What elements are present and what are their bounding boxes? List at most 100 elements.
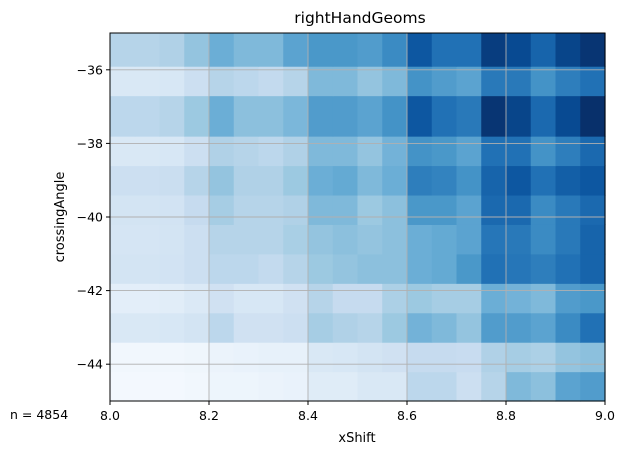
heatmap-cell	[308, 312, 334, 343]
heatmap-cell	[184, 66, 210, 97]
heatmap-cell	[580, 136, 606, 167]
heatmap-cell	[431, 312, 458, 343]
heatmap-cell	[258, 165, 284, 196]
heatmap-cell	[456, 342, 482, 373]
heatmap-cell	[209, 224, 235, 255]
heatmap-cell	[134, 371, 161, 402]
heatmap-cell	[110, 253, 136, 284]
heatmap-cell	[209, 136, 235, 167]
heatmap-cell	[110, 194, 136, 225]
heatmap-cell	[233, 342, 260, 373]
heatmap-cell	[431, 253, 458, 284]
heatmap-cell	[134, 283, 161, 314]
heatmap-cell	[555, 33, 581, 67]
heatmap-cell	[407, 66, 433, 97]
y-tick-label: −36	[77, 62, 103, 77]
x-tick-label: 8.4	[298, 408, 318, 423]
heatmap-cell	[456, 371, 482, 402]
heatmap-cell	[580, 194, 606, 225]
heatmap-cell	[431, 165, 458, 196]
heatmap-cell	[382, 371, 408, 402]
heatmap-cell	[332, 371, 359, 402]
heatmap-cell	[382, 224, 408, 255]
heatmap-cell	[283, 283, 309, 314]
heatmap-cell	[506, 371, 532, 402]
heatmap-cell	[308, 194, 334, 225]
heatmap-cell	[555, 95, 581, 137]
heatmap-cell	[184, 165, 210, 196]
heatmap-cell	[332, 165, 359, 196]
heatmap-cell	[456, 194, 482, 225]
heatmap-cell	[431, 136, 458, 167]
heatmap-cell	[184, 95, 210, 137]
heatmap-cell	[357, 95, 383, 137]
x-axis-label: xShift	[338, 431, 375, 446]
heatmap-cell	[580, 95, 606, 137]
heatmap-cell	[580, 66, 606, 97]
heatmap-cell	[456, 224, 482, 255]
heatmap-cell	[431, 342, 458, 373]
heatmap-cell	[580, 342, 606, 373]
heatmap-cell	[308, 342, 334, 373]
chart-title: rightHandGeoms	[294, 9, 425, 27]
heatmap-cell	[184, 283, 210, 314]
heatmap-cell	[308, 33, 334, 67]
heatmap-cell	[481, 194, 507, 225]
heatmap-cell	[580, 253, 606, 284]
heatmap-cell	[481, 136, 507, 167]
heatmap-cell	[481, 283, 507, 314]
heatmap-cell	[506, 283, 532, 314]
heatmap-cell	[332, 194, 359, 225]
heatmap-cell	[506, 33, 532, 67]
heatmap-cell	[233, 95, 260, 137]
heatmap-cell	[209, 33, 235, 67]
heatmap-cell	[159, 283, 185, 314]
x-tick-label: 8.6	[397, 408, 417, 423]
heatmap-cell	[555, 224, 581, 255]
heatmap-cell	[555, 136, 581, 167]
heatmap-cell	[283, 95, 309, 137]
heatmap-cell	[530, 253, 557, 284]
heatmap-cell	[258, 312, 284, 343]
x-tick-label: 9.0	[595, 408, 615, 423]
heatmap-cell	[258, 342, 284, 373]
heatmap-cell	[382, 165, 408, 196]
heatmap-cell	[506, 312, 532, 343]
heatmap-cell	[134, 136, 161, 167]
heatmap-cell	[555, 342, 581, 373]
heatmap-cell	[407, 194, 433, 225]
heatmap-cell	[530, 95, 557, 137]
heatmap-cell	[159, 224, 185, 255]
heatmap-cell	[184, 253, 210, 284]
heatmap-cell	[555, 371, 581, 402]
heatmap-cell	[506, 66, 532, 97]
heatmap-cell	[382, 342, 408, 373]
heatmap-cell	[407, 165, 433, 196]
heatmap-cell	[159, 253, 185, 284]
heatmap-cell	[332, 95, 359, 137]
heatmap-cell	[283, 342, 309, 373]
x-axis-ticks: 8.0 8.2 8.4 8.6 8.8 9.0	[100, 401, 615, 423]
heatmap-cell	[134, 194, 161, 225]
heatmap-cell	[209, 283, 235, 314]
heatmap-cell	[308, 283, 334, 314]
heatmap-cell	[134, 224, 161, 255]
heatmap-cell	[110, 136, 136, 167]
heatmap-cell	[332, 283, 359, 314]
heatmap-cell	[431, 66, 458, 97]
heatmap-cell	[456, 136, 482, 167]
heatmap-cell	[530, 312, 557, 343]
heatmap-cell	[258, 66, 284, 97]
heatmap-cell	[555, 66, 581, 97]
heatmap-cell	[209, 194, 235, 225]
heatmap-cell	[209, 66, 235, 97]
heatmap-cell	[110, 312, 136, 343]
heatmap-cell	[530, 165, 557, 196]
heatmap-cell	[283, 194, 309, 225]
heatmap-cell	[431, 33, 458, 67]
heatmap-cell	[407, 95, 433, 137]
heatmap-cell	[555, 165, 581, 196]
heatmap-cell	[159, 95, 185, 137]
heatmap-cell	[233, 165, 260, 196]
heatmap-cell	[184, 342, 210, 373]
